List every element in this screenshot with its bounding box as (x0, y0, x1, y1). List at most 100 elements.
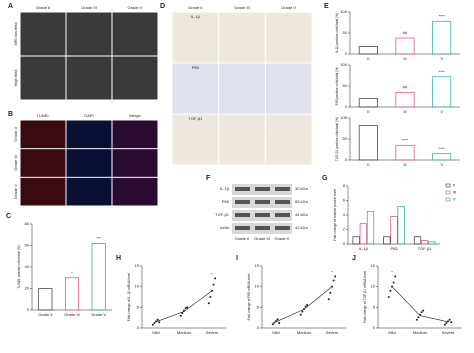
blot-band (235, 213, 250, 217)
data-point (275, 319, 277, 322)
data-point (156, 318, 159, 321)
y-tick-label: 100 (340, 9, 347, 14)
y-tick-label: 0 (137, 325, 140, 330)
y-tick-label: 50 (343, 136, 348, 141)
column-label: DAPI (84, 113, 93, 118)
significance: **** (439, 13, 446, 18)
blot-band (275, 226, 290, 230)
micrograph (66, 12, 112, 56)
micrograph (20, 12, 66, 56)
data-point (415, 318, 418, 321)
blot-band (255, 213, 270, 217)
data-point (445, 322, 448, 325)
x-tick-label: Mild (272, 330, 279, 335)
micrograph (20, 120, 66, 149)
y-tick-label: 0 (27, 307, 30, 312)
micrograph (265, 12, 312, 63)
y-tick-label: 40 (25, 264, 30, 269)
data-point (278, 322, 281, 325)
row-label: Grade II (13, 127, 18, 141)
legend-label: V (453, 197, 456, 202)
x-tick-label: III (403, 56, 406, 61)
micrograph (112, 149, 158, 177)
blot-label: Actin (220, 225, 229, 230)
column-label: Grade V (128, 5, 143, 10)
column-label: Grade V (281, 5, 296, 10)
panel-letter: C (6, 213, 11, 220)
y-tick-label: 50 (343, 83, 348, 88)
x-tick-label: Mild (152, 330, 159, 335)
x-tick-label: Mild (388, 330, 395, 335)
column-label: TUNEL (36, 113, 50, 118)
data-point (207, 302, 210, 305)
significance: * (391, 269, 393, 274)
data-point (394, 275, 397, 278)
micrograph (172, 63, 219, 114)
bar (64, 277, 80, 311)
blot-size: 30 kDa (295, 186, 308, 191)
x-tick-label: TGF-β1 (418, 246, 433, 251)
blot-band (235, 187, 250, 191)
data-point (420, 311, 423, 314)
bar (421, 240, 429, 245)
data-point (184, 307, 187, 310)
panel-letter: I (236, 255, 238, 262)
row-label: MRI low field (13, 23, 18, 46)
bar (390, 216, 398, 245)
bar (432, 76, 452, 108)
y-tick-label: 10 (255, 284, 260, 289)
data-point (332, 279, 335, 282)
bar (366, 211, 375, 245)
data-point (153, 322, 156, 325)
legend-label: III (453, 190, 456, 195)
data-point (181, 312, 184, 315)
y-axis-label: P65 positive cells/total (%) (335, 67, 339, 106)
data-point (331, 285, 333, 288)
micrograph (172, 114, 219, 165)
data-point (271, 323, 274, 326)
panel-letter: E (324, 3, 329, 10)
y-tick-label: 2 (343, 227, 346, 232)
x-tick-label: III (403, 109, 406, 114)
micrograph (112, 177, 158, 206)
y-axis-label: TUNEL positive cells/total (%) (17, 245, 21, 288)
data-point (179, 314, 182, 317)
legend-swatch (445, 190, 451, 195)
blot-band (235, 226, 250, 230)
blot-band (235, 200, 250, 204)
y-tick-label: 10 (371, 284, 376, 289)
data-point (158, 321, 161, 324)
data-point (450, 321, 453, 324)
blot-size: 65 kDa (295, 199, 308, 204)
blot-band (255, 187, 270, 191)
y-tick-label: 0 (373, 325, 376, 330)
legend-label: II (453, 183, 455, 188)
micrograph (112, 56, 158, 100)
data-point (183, 309, 185, 312)
bar (38, 288, 53, 311)
x-tick-label: Medium (177, 330, 192, 335)
column-label: Grade III (81, 5, 97, 10)
data-point (334, 275, 337, 278)
bar (395, 91, 415, 108)
data-point (155, 320, 157, 323)
blot-label: TGF-β1 (215, 212, 230, 217)
bar (352, 236, 360, 245)
data-point (214, 277, 217, 280)
significance: *** (96, 235, 101, 240)
x-tick-label: Medium (297, 330, 312, 335)
row-label: High field (13, 70, 18, 87)
significance: **** (402, 137, 409, 142)
bar (432, 20, 452, 55)
panel-letter: D (160, 3, 165, 10)
blot-label: IL-1β (220, 186, 230, 191)
micrograph (265, 114, 312, 165)
data-point (422, 309, 425, 312)
y-tick-label: 50 (343, 30, 348, 35)
column-label: Merge (129, 113, 141, 118)
bar (359, 223, 367, 245)
data-point (212, 283, 215, 286)
y-tick-label: 0 (345, 104, 348, 109)
panel-letter: A (8, 3, 13, 10)
